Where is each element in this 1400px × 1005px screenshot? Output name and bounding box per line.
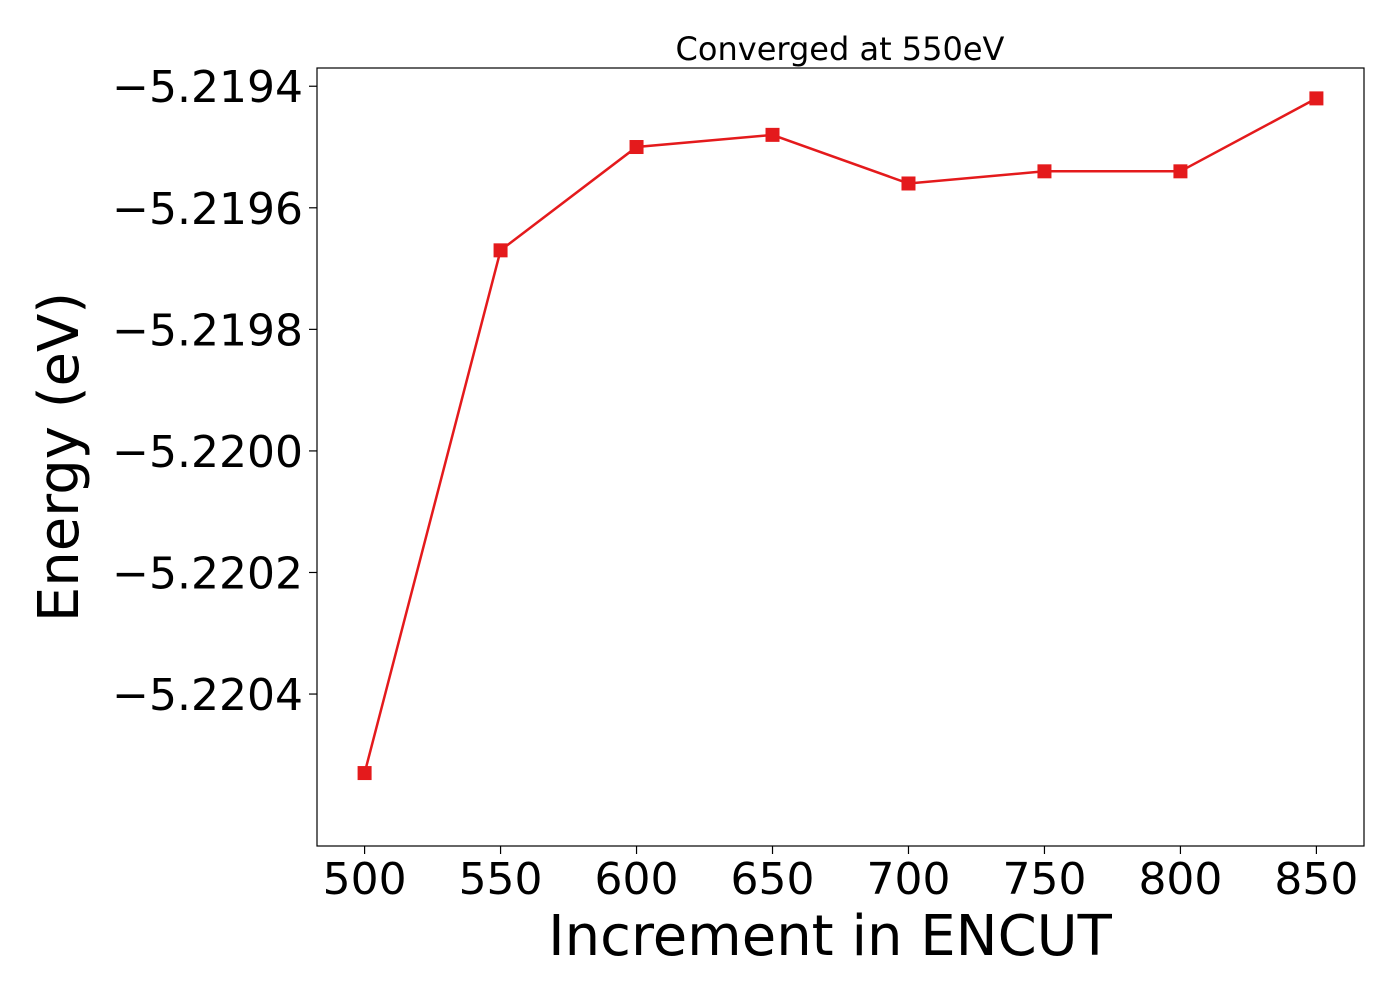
data-point-marker — [493, 243, 508, 258]
data-point-marker — [765, 127, 780, 142]
data-point-marker — [629, 140, 644, 155]
data-point-marker — [1309, 91, 1324, 106]
series-line — [363, 97, 1317, 774]
x-tick-label: 750 — [1002, 854, 1086, 905]
data-point-marker — [357, 766, 372, 781]
x-tick-label: 700 — [866, 854, 950, 905]
data-point-marker — [1037, 164, 1052, 179]
y-tick-label: −5.2200 — [112, 427, 303, 478]
y-tick-label: −5.2194 — [112, 62, 303, 113]
x-tick-label: 800 — [1138, 854, 1222, 905]
x-tick-label: 600 — [595, 854, 679, 905]
y-axis-ticks: −5.2194 −5.2196 −5.2198 −5.2200 −5.2202 −5.22… — [112, 62, 317, 721]
data-point-marker — [901, 176, 916, 191]
y-tick-label: −5.2202 — [112, 548, 303, 599]
x-tick-label: 650 — [731, 854, 815, 905]
chart-title: Converged at 550eV — [676, 30, 1005, 68]
x-tick-label: 550 — [459, 854, 543, 905]
y-axis-title: Energy (eV) — [27, 292, 92, 622]
y-tick-label: −5.2204 — [112, 670, 303, 721]
x-tick-label: 850 — [1274, 854, 1358, 905]
x-tick-label: 500 — [323, 854, 407, 905]
y-tick-label: −5.2196 — [112, 184, 303, 235]
x-axis-ticks: 500 550 600 650 700 750 800 850 — [323, 846, 1358, 905]
x-axis-title: Increment in ENCUT — [548, 904, 1113, 969]
data-point-marker — [1173, 164, 1188, 179]
plot-frame — [316, 67, 1365, 847]
series-layer — [357, 91, 1324, 781]
y-tick-label: −5.2198 — [112, 305, 303, 356]
